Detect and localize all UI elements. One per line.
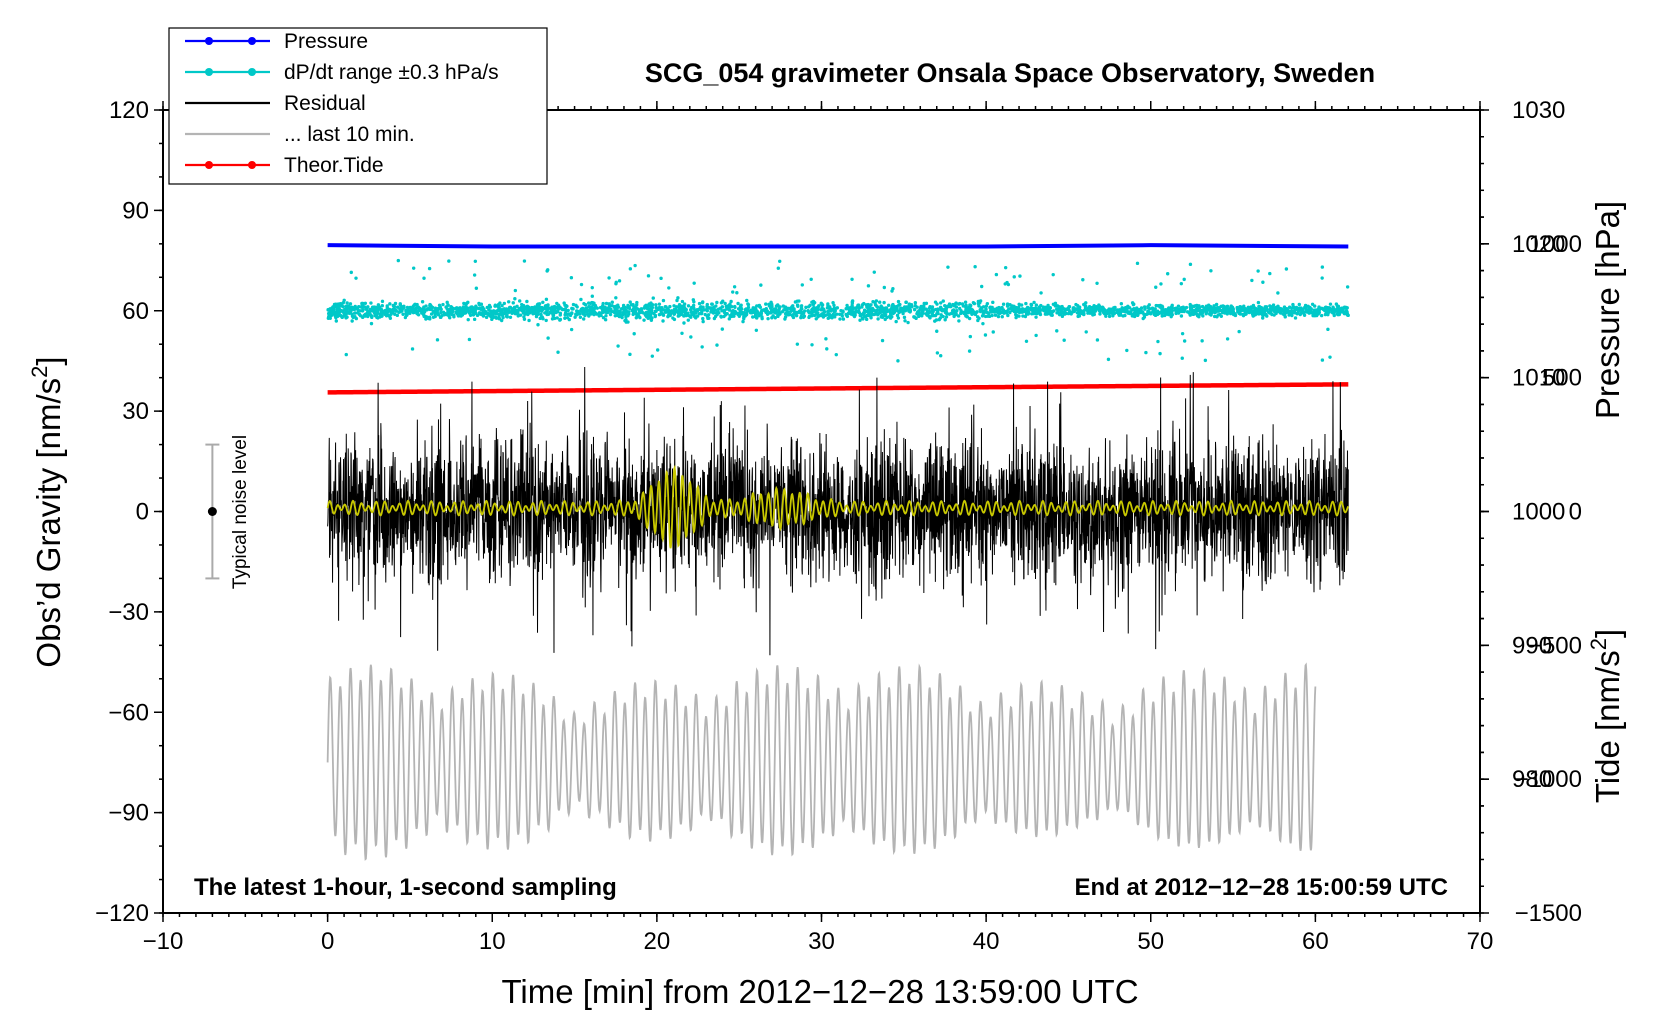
svg-text:Pressure: Pressure [284,30,368,53]
series-theor-tide [327,382,1349,395]
legend-entry: Residual [185,92,366,115]
legend-entry: ... last 10 min. [185,123,415,146]
sampling-annotation: The latest 1-hour, 1-second sampling [194,874,617,901]
x-axis-title: Time [min] from 2012−12−28 13:59:00 UTC [501,973,1138,1010]
y-left-tick-label: −30 [108,599,149,626]
svg-text:Residual: Residual [284,92,366,115]
y-pressure-tick-label: 1010 [1512,365,1565,392]
noise-level-label: Typical noise level [230,435,251,589]
noise-level-indicator [205,443,220,580]
series-pressure [327,243,1349,249]
svg-text:Theor.Tide: Theor.Tide [284,154,384,177]
series-last-10-min [326,662,1317,861]
x-tick-label: 0 [321,928,334,955]
y-axis-pressure-title: Pressure [hPa] [1589,201,1626,419]
end-time-annotation: End at 2012−12−28 15:00:59 UTC [1074,874,1448,901]
chart-title: SCG_054 gravimeter Onsala Space Observat… [645,58,1375,88]
y-pressure-tick-label: 1000 [1512,499,1565,526]
y-left-tick-label: 60 [122,298,149,325]
x-tick-label: 50 [1137,928,1164,955]
y-left-tick-label: −120 [95,900,149,927]
y-left-tick-label: 120 [109,97,149,124]
chart-legend: Pressure dP/dt range ±0.3 hPa/s Residual..… [168,27,548,185]
legend-entry: Theor.Tide [185,154,384,177]
legend-box [168,27,548,185]
y-left-tick-label: −90 [108,800,149,827]
y-tide-tick-label: −500 [1528,632,1582,659]
series-dpdt [326,258,1350,363]
legend-entry: dP/dt range ±0.3 hPa/s [185,61,499,84]
y-tide-tick-label: −1000 [1515,766,1582,793]
y-pressure-tick-label: 990 [1512,632,1552,659]
y-tide-tick-label: 1000 [1529,231,1582,258]
series-filtered-residual [326,464,1350,549]
y-axis-left-title: Obs’d Gravity [nm/s2] [27,356,67,667]
y-left-tick-label: −60 [108,699,149,726]
x-tick-label: 30 [808,928,835,955]
y-left-tick-label: 0 [136,499,149,526]
x-tick-label: −10 [143,928,184,955]
x-tick-label: 60 [1302,928,1329,955]
y-pressure-tick-label: 980 [1512,766,1552,793]
plot-frame [162,109,1481,914]
y-tide-tick-label: 500 [1542,365,1582,392]
y-tide-tick-label: −1500 [1515,900,1582,927]
x-tick-label: 20 [644,928,671,955]
x-tick-label: 70 [1467,928,1494,955]
svg-text:dP/dt range ±0.3 hPa/s: dP/dt range ±0.3 hPa/s [284,61,499,84]
y-pressure-tick-label: 1020 [1512,231,1565,258]
series-residual [327,367,1349,656]
x-tick-label: 40 [973,928,1000,955]
y-tide-tick-label: 0 [1569,499,1582,526]
y-left-tick-label: 30 [122,398,149,425]
x-tick-label: 10 [479,928,506,955]
y-left-tick-label: 90 [122,197,149,224]
y-axis-tide-title: Tide [nm/s2] [1586,629,1626,803]
y-pressure-tick-label: 1030 [1512,97,1565,124]
svg-text:... last 10 min.: ... last 10 min. [284,123,415,146]
legend-entry: Pressure [185,30,368,53]
